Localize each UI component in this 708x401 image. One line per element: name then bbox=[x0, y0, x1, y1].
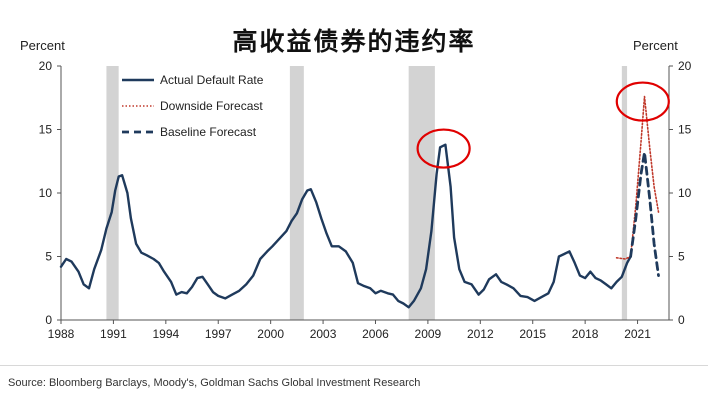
x-tick-label: 1997 bbox=[205, 327, 232, 341]
x-tick-label: 2003 bbox=[310, 327, 337, 341]
y-tick-label-left: 10 bbox=[39, 186, 53, 200]
source-note: Source: Bloomberg Barclays, Moody's, Gol… bbox=[8, 377, 421, 389]
highlight-circle-1 bbox=[615, 81, 670, 122]
y-tick-label-right: 0 bbox=[678, 313, 685, 327]
x-tick-label: 2021 bbox=[624, 327, 651, 341]
x-tick-label: 2006 bbox=[362, 327, 389, 341]
y-tick-label-left: 20 bbox=[39, 59, 53, 73]
y-tick-label-right: 5 bbox=[678, 250, 685, 264]
actual-default-rate-line bbox=[59, 143, 632, 309]
x-tick-label: 2015 bbox=[519, 327, 546, 341]
legend-label-2: Baseline Forecast bbox=[160, 125, 257, 139]
recession-band-2 bbox=[408, 66, 435, 320]
recession-band-0 bbox=[106, 66, 119, 320]
y-tick-label-left: 5 bbox=[45, 250, 52, 264]
x-tick-label: 2018 bbox=[572, 327, 599, 341]
recession-band-1 bbox=[289, 66, 304, 320]
left-axis-unit: Percent bbox=[20, 38, 65, 53]
x-tick-label: 1994 bbox=[152, 327, 179, 341]
x-tick-label: 1991 bbox=[100, 327, 127, 341]
highlight-circle-0 bbox=[416, 128, 471, 169]
legend-label-0: Actual Default Rate bbox=[160, 73, 264, 87]
x-tick-label: 1988 bbox=[48, 327, 75, 341]
chart-title: 高收益债券的违约率 bbox=[232, 27, 476, 56]
x-tick-label: 2000 bbox=[257, 327, 284, 341]
y-tick-label-right: 20 bbox=[678, 59, 692, 73]
y-tick-label-right: 15 bbox=[678, 123, 692, 137]
y-tick-label-right: 10 bbox=[678, 186, 692, 200]
source-divider bbox=[0, 365, 708, 366]
recession-band-3 bbox=[621, 66, 628, 320]
downside-forecast-line bbox=[615, 95, 660, 260]
baseline-forecast-line bbox=[629, 151, 660, 277]
y-tick-label-left: 0 bbox=[45, 313, 52, 327]
x-tick-label: 2009 bbox=[415, 327, 442, 341]
x-tick-label: 2012 bbox=[467, 327, 494, 341]
y-tick-label-left: 15 bbox=[39, 123, 53, 137]
right-axis-unit: Percent bbox=[633, 38, 678, 53]
legend-label-1: Downside Forecast bbox=[160, 99, 263, 113]
